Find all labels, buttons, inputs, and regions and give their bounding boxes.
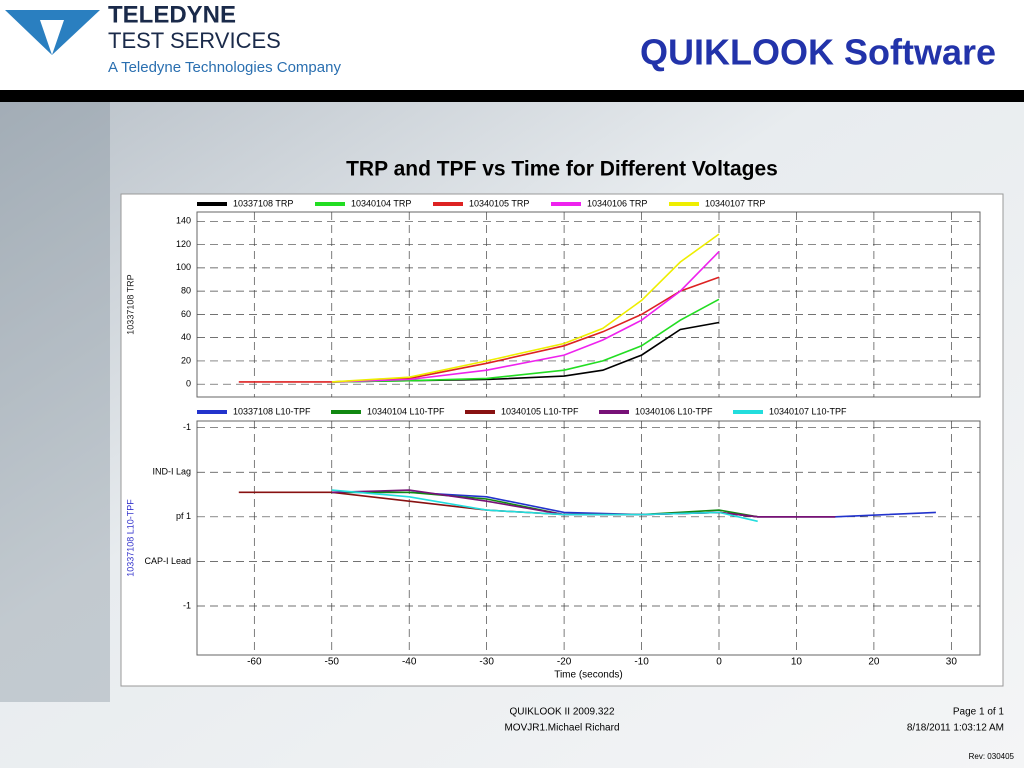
y-tick-label: 100 <box>176 262 191 272</box>
x-axis-label: Time (seconds) <box>554 670 623 681</box>
legend-label: 10340106 L10-TPF <box>635 406 713 416</box>
legend-label: 10340106 TRP <box>587 198 647 208</box>
y-tick-label: 0 <box>186 379 191 389</box>
x-tick-label: -40 <box>402 657 417 668</box>
plot-frame <box>196 420 981 656</box>
y-tick-label: 140 <box>176 216 191 226</box>
x-tick-label: -20 <box>557 657 572 668</box>
header-bar <box>0 90 1024 102</box>
y-tick-label: CAP-I Lead <box>144 556 191 566</box>
series-line <box>331 233 720 383</box>
legend-label: 10340107 L10-TPF <box>769 406 847 416</box>
legend-label: 10340104 L10-TPF <box>367 406 445 416</box>
footer-timestamp: 8/18/2011 1:03:12 AM <box>907 723 1004 734</box>
y-tick-label: 80 <box>181 285 191 295</box>
brand: TELEDYNE <box>108 1 236 28</box>
chart-panel <box>120 193 1004 687</box>
plot-frame <box>196 211 981 398</box>
y-tick-label: 20 <box>181 355 191 365</box>
legend-label: 10340105 L10-TPF <box>501 406 579 416</box>
y-tick-label: 60 <box>181 309 191 319</box>
y-tick-label: IND-I Lag <box>152 467 191 477</box>
division: TEST SERVICES <box>108 28 281 53</box>
footer-version: QUIKLOOK II 2009.322 <box>509 707 614 718</box>
y-tick-label: pf 1 <box>176 511 191 521</box>
footer-user: MOVJR1.Michael Richard <box>504 723 619 734</box>
y-tick-label: 120 <box>176 239 191 249</box>
y-axis-label: 10337108 TRP <box>125 274 135 334</box>
x-tick-label: 20 <box>868 657 880 668</box>
product-title: QUIKLOOK Software <box>640 32 996 73</box>
series-line <box>331 251 720 383</box>
x-tick-label: 30 <box>946 657 958 668</box>
tagline: A Teledyne Technologies Company <box>108 59 341 76</box>
y-tick-label: 40 <box>181 332 191 342</box>
legend-label: 10340105 TRP <box>469 198 529 208</box>
legend-label: 10340107 TRP <box>705 198 765 208</box>
side-image <box>0 102 110 702</box>
x-tick-label: -50 <box>325 657 340 668</box>
y-axis-label: 10337108 L10-TPF <box>125 499 135 577</box>
legend-label: 10340104 TRP <box>351 198 411 208</box>
x-tick-label: -10 <box>634 657 649 668</box>
x-tick-label: 10 <box>791 657 803 668</box>
x-tick-label: -60 <box>247 657 262 668</box>
legend-label: 10337108 L10-TPF <box>233 406 311 416</box>
y-tick-label: -1 <box>183 422 191 432</box>
slide-title: TRP and TPF vs Time for Different Voltag… <box>346 158 778 181</box>
x-tick-label: -30 <box>479 657 494 668</box>
logo-cut <box>40 20 64 55</box>
legend-label: 10337108 TRP <box>233 198 293 208</box>
y-tick-label: -1 <box>183 600 191 610</box>
footer-rev: Rev: 030405 <box>969 752 1015 761</box>
header-bg <box>0 0 1024 90</box>
x-tick-label: 0 <box>716 657 722 668</box>
footer-page: Page 1 of 1 <box>953 707 1005 718</box>
series-line <box>331 298 720 383</box>
series-line <box>331 489 758 523</box>
